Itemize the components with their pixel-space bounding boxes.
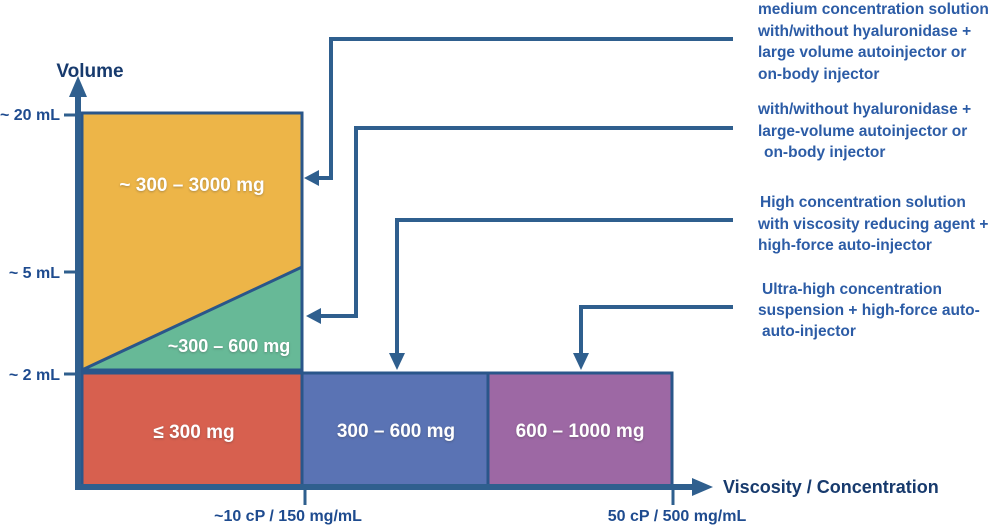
annotation-3-line-3: high-force auto-injector [758,237,932,254]
y-axis-arrow-icon [69,76,87,97]
y-axis-title: Volume [56,61,123,82]
annotation-2-line-2: large-volume autoinjector or [758,123,967,140]
annotation-3-line-1: High concentration solution [760,194,966,211]
x-axis-title: Viscosity / Concentration [723,477,939,497]
connector-arrow-3-icon [389,353,405,370]
axes [64,92,696,505]
connector-arrow-1-icon [304,170,319,186]
y-tick-label-5ml: ~ 5 mL [9,265,60,282]
connector-arrow-2-icon [306,308,321,324]
regions [80,111,674,489]
region-high-concentration [300,371,490,489]
annotation-high-concentration: High concentration solution with viscosi… [757,194,988,254]
annotation-2-line-1: with/without hyaluronidase + [757,101,971,118]
annotation-medium-concentration: medium concentration solution with/witho… [757,1,989,83]
annotation-1-line-4: on-body injector [758,66,879,83]
axis-titles: Volume Viscosity / Concentration [56,61,938,497]
annotations: medium concentration solution with/witho… [757,1,989,340]
region-labels: ~ 300 – 3000 mg ~300 – 600 mg ≤ 300 mg 3… [119,175,644,443]
connector-arrow-4-icon [573,353,589,370]
annotation-3-line-2: with viscosity reducing agent + [757,216,988,233]
annotation-hyaluronidase: with/without hyaluronidase + large-volum… [757,101,971,161]
annotation-1-line-2: with/without hyaluronidase + [757,23,971,40]
tick-labels: ~ 20 mL ~ 5 mL ~ 2 mL ~10 cP / 150 mg/mL… [0,107,746,525]
region-ultra-high-concentration [486,371,674,489]
x-axis-arrow-icon [692,478,713,496]
connector-line-2 [320,126,733,318]
annotation-2-line-3: on-body injector [764,144,885,161]
connectors [318,37,733,354]
annotation-4-line-1: Ultra-high concentration [762,281,942,298]
region-label-hyaluronidase: ~300 – 600 mg [168,336,291,356]
connector-line-4 [579,305,733,354]
connector-arrowheads [304,170,589,370]
region-label-low-dose: ≤ 300 mg [153,422,234,443]
annotation-4-line-2: suspension + high-force auto- [758,302,980,319]
region-label-ultra-high: 600 – 1000 mg [516,421,645,442]
region-hyaluronidase-large-volume [81,264,304,372]
annotation-4-line-3: auto-injector [762,323,856,340]
x-tick-label-150mgml: ~10 cP / 150 mg/mL [214,508,362,525]
y-tick-label-20ml: ~ 20 mL [0,107,60,124]
annotation-1-line-3: large volume autoinjector or [758,44,966,61]
annotation-1-line-1: medium concentration solution [758,1,989,18]
x-tick-label-500mgml: 50 cP / 500 mg/mL [608,508,747,525]
connector-line-1 [318,37,733,180]
axis-arrowheads [69,76,713,496]
connector-line-3 [395,218,733,354]
annotation-ultra-high: Ultra-high concentration suspension + hi… [758,281,980,340]
y-tick-label-2ml: ~ 2 mL [9,367,60,384]
region-label-high-concentration: 300 – 600 mg [337,421,455,442]
region-label-medium-concentration: ~ 300 – 3000 mg [119,175,264,196]
